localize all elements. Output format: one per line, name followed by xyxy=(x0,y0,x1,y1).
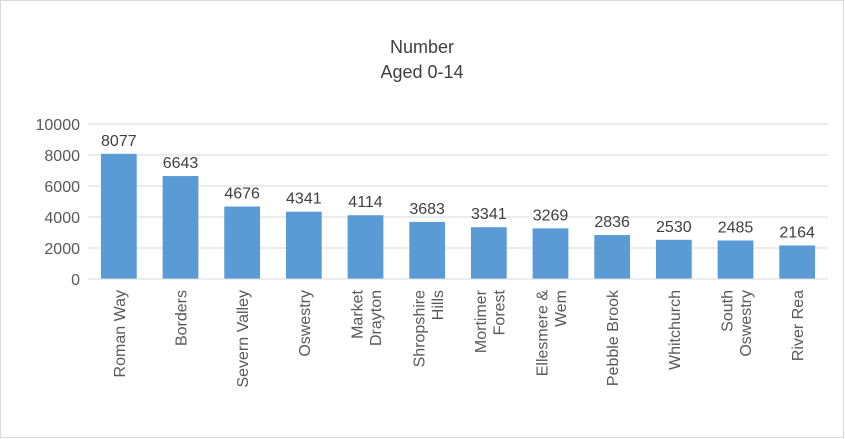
bar xyxy=(409,221,446,279)
y-tick-label: 4000 xyxy=(44,210,80,227)
bar xyxy=(100,153,137,279)
data-label: 2530 xyxy=(656,219,692,236)
y-tick-label: 10000 xyxy=(36,117,81,134)
data-label: 8077 xyxy=(101,133,137,150)
data-label: 4114 xyxy=(348,194,383,211)
chart-title: Number xyxy=(390,37,454,57)
chart-subtitle: Aged 0-14 xyxy=(380,62,463,82)
bar xyxy=(470,227,507,279)
data-label: 3269 xyxy=(533,207,569,224)
x-tick-label: MortimerForest xyxy=(473,289,508,353)
bar xyxy=(224,206,261,279)
x-tick-label: ShropshireHills xyxy=(411,290,446,367)
data-label: 4341 xyxy=(286,191,322,208)
bar xyxy=(347,215,384,279)
x-tick-label: SouthOswestry xyxy=(720,290,755,357)
x-tick-label: Pebble Brook xyxy=(605,289,622,386)
data-label: 4676 xyxy=(224,186,260,203)
x-tick-label: Roman Way xyxy=(112,290,129,377)
data-label: 3341 xyxy=(471,206,507,223)
bar xyxy=(779,245,816,279)
y-tick-label: 0 xyxy=(71,272,80,289)
y-tick-label: 8000 xyxy=(44,148,80,165)
data-label: 6643 xyxy=(163,155,199,172)
data-label: 3683 xyxy=(409,201,445,218)
bar xyxy=(162,176,199,279)
x-tick-label: Borders xyxy=(174,290,191,346)
x-tick-label: MarketDrayton xyxy=(350,289,385,346)
bar xyxy=(717,240,754,279)
x-tick-label: Severn Valley xyxy=(235,290,252,388)
y-tick-label: 6000 xyxy=(44,179,80,196)
bar xyxy=(532,228,569,279)
bar xyxy=(594,235,631,279)
data-label: 2836 xyxy=(594,214,630,231)
y-tick-label: 2000 xyxy=(44,241,80,258)
bar xyxy=(655,239,692,279)
bar xyxy=(285,211,322,279)
data-label: 2164 xyxy=(779,224,815,241)
x-tick-label: Ellesmere &Wem xyxy=(535,290,570,377)
x-tick-label: Oswestry xyxy=(297,290,314,357)
x-tick-label: Whitchurch xyxy=(667,290,684,370)
x-tick-label: River Rea xyxy=(790,290,807,361)
data-label: 2485 xyxy=(718,219,754,236)
